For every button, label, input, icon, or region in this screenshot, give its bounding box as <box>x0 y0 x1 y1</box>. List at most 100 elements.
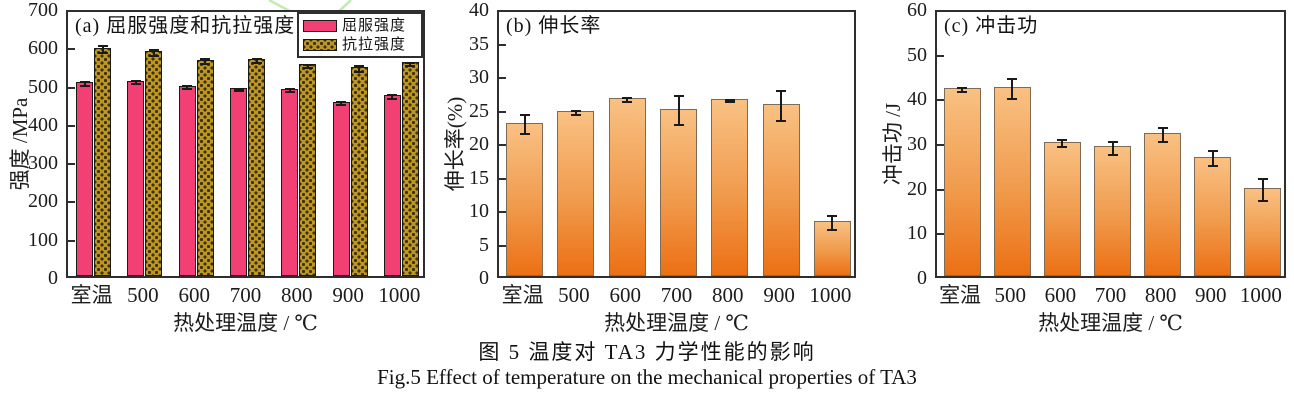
error-bar-cap <box>182 88 193 91</box>
error-bar <box>523 115 526 134</box>
error-bar <box>237 88 240 91</box>
error-bar-cap <box>622 96 633 99</box>
y-tick-mark <box>499 211 506 213</box>
error-bar-cap <box>302 66 313 69</box>
error-bar-cap <box>182 85 193 88</box>
chart-b-y-axis-title: 伸长率(%) <box>443 96 467 192</box>
error-bar-cap <box>1057 139 1068 142</box>
error-bar-cap <box>148 55 159 58</box>
error-bar-cap <box>130 80 141 83</box>
chart-c-plot-area: (c) 冲击功 <box>935 10 1286 278</box>
y-tick-mark <box>937 99 944 102</box>
x-tick-label: 900 <box>332 283 364 307</box>
error-bar <box>391 95 394 99</box>
error-bar-cap <box>79 84 90 87</box>
bar-a-800-屈服强度 <box>281 88 299 276</box>
y-tick-label: 700 <box>28 0 58 21</box>
error-bar-cap <box>673 94 684 97</box>
x-tick-label: 800 <box>281 283 313 307</box>
y-tick-mark <box>499 244 506 247</box>
chart-a-x-axis-title: 热处理温度 / ℃ <box>173 311 318 335</box>
error-bar-cap <box>387 97 398 100</box>
y-tick-mark <box>499 77 506 79</box>
x-tick-label: 900 <box>763 283 795 307</box>
error-bar-cap <box>354 64 365 67</box>
x-tick-label: 900 <box>1195 283 1227 307</box>
error-bar-cap <box>251 58 262 61</box>
chart-b-panel-label: (b) 伸长率 <box>506 15 602 37</box>
error-bar-cap <box>776 119 787 122</box>
legend-swatch-solid-pink <box>303 19 337 32</box>
x-tick-label: 室温 <box>70 283 113 307</box>
error-bar-cap <box>97 44 108 47</box>
error-bar-cap <box>519 132 530 135</box>
error-bar-cap <box>724 98 735 101</box>
error-bar-cap <box>200 63 211 66</box>
error-bar-cap <box>251 61 262 64</box>
error-bar <box>204 59 207 65</box>
error-bar <box>358 65 361 73</box>
x-tick-label: 700 <box>1094 283 1127 307</box>
y-tick-label: 200 <box>28 190 58 213</box>
bar-b-900-伸长率 <box>762 103 800 276</box>
y-tick-label: 20 <box>469 133 489 155</box>
legend-item: 抗拉强度 <box>303 36 417 53</box>
error-bar <box>574 111 577 116</box>
bar-c-700-冲击功 <box>1094 146 1131 276</box>
bar-a-600-屈服强度 <box>178 85 196 276</box>
error-bar <box>961 87 964 93</box>
bar-a-室温-屈服强度 <box>76 81 94 276</box>
error-bar <box>780 91 783 121</box>
y-tick-mark <box>937 54 944 57</box>
legend-label: 抗拉强度 <box>342 36 407 53</box>
bar-c-室温-冲击功 <box>943 88 981 276</box>
chart-a-panel-label: (a) 屈服强度和抗拉强度 <box>75 15 296 37</box>
error-bar <box>409 63 412 66</box>
bar-c-600-冲击功 <box>1043 141 1081 276</box>
y-tick-label: 30 <box>469 66 489 88</box>
y-tick-mark <box>68 86 75 89</box>
error-bar-cap <box>79 81 90 84</box>
error-bar <box>1111 141 1114 155</box>
error-bar <box>1011 78 1014 100</box>
error-bar <box>288 89 291 92</box>
error-bar <box>340 101 343 106</box>
error-bar <box>1161 128 1164 142</box>
error-bar-cap <box>1257 177 1268 180</box>
error-bar-cap <box>336 100 347 103</box>
y-tick-mark <box>499 43 506 46</box>
error-bar-cap <box>354 71 365 74</box>
bar-a-室温-抗拉强度 <box>94 47 112 276</box>
chart-a-plot-area: (a) 屈服强度和抗拉强度 屈服强度 抗拉强度 <box>66 10 425 278</box>
bar-a-500-抗拉强度 <box>145 51 163 276</box>
y-tick-label: 5 <box>479 233 489 256</box>
bar-a-700-屈服强度 <box>230 87 247 276</box>
y-tick-mark <box>499 177 506 180</box>
error-bar-cap <box>673 124 684 127</box>
caption-chinese: 图 5 温度对 TA3 力学性能的影响 <box>478 340 816 364</box>
error-bar-cap <box>1157 140 1168 143</box>
error-bar-cap <box>827 228 838 231</box>
error-bar <box>831 216 834 230</box>
y-tick-mark <box>499 110 506 113</box>
x-tick-label: 室温 <box>939 283 982 307</box>
y-tick-label: 500 <box>28 75 58 98</box>
x-tick-label: 500 <box>127 283 159 307</box>
error-bar-cap <box>302 63 313 66</box>
x-tick-label: 800 <box>712 283 744 307</box>
y-tick-mark <box>68 239 75 242</box>
y-tick-label: 0 <box>917 267 927 289</box>
bar-c-800-冲击功 <box>1144 132 1182 276</box>
error-bar-cap <box>1207 149 1218 152</box>
bar-a-900-屈服强度 <box>332 101 350 276</box>
error-bar <box>101 45 104 54</box>
error-bar-cap <box>1257 199 1268 202</box>
error-bar <box>255 59 258 63</box>
error-bar-cap <box>233 87 244 90</box>
y-tick-label: 10 <box>907 222 927 245</box>
x-tick-label: 500 <box>994 283 1026 307</box>
bar-a-600-抗拉强度 <box>196 59 214 276</box>
legend-swatch-checker-gold <box>303 38 337 51</box>
x-tick-label: 700 <box>229 283 262 307</box>
